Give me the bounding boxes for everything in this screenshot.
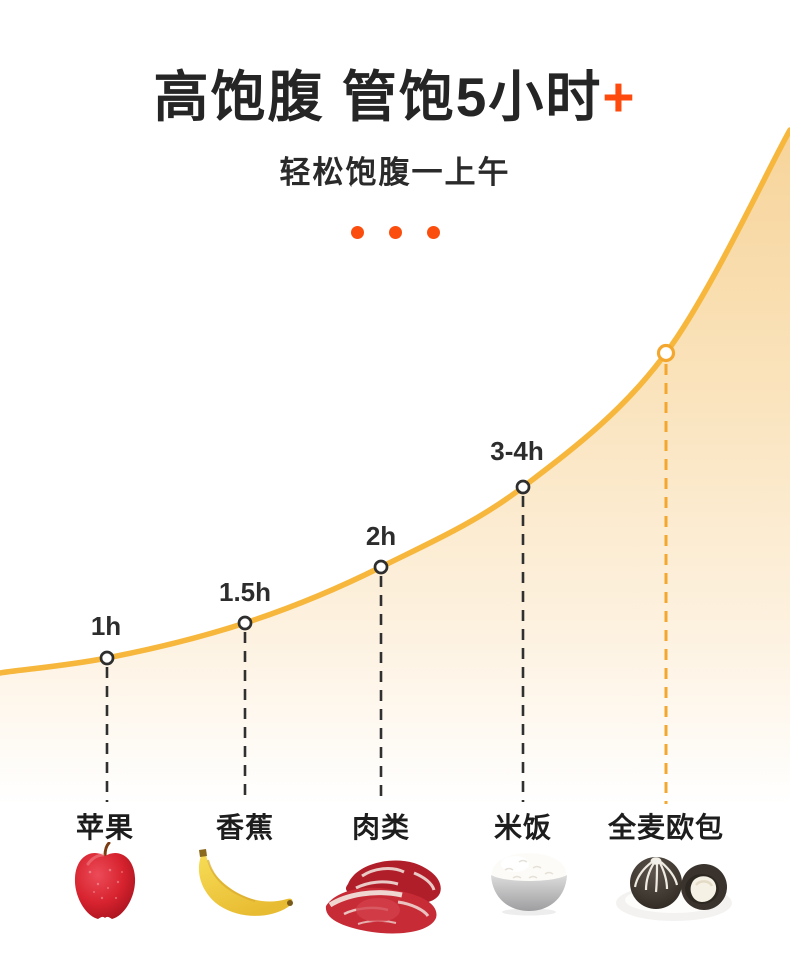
rice-bowl-shadow [502, 908, 556, 916]
duration-label: 1.5h [218, 577, 272, 607]
point-marker [515, 479, 531, 495]
decor-dot-icon [388, 226, 402, 239]
decor-dots [0, 226, 790, 239]
food-label: 苹果 [75, 812, 135, 843]
point-marker [373, 559, 389, 575]
apple-image [74, 842, 136, 919]
decor-dot-icon [426, 226, 440, 239]
page-subtitle: 轻松饱腹一上午 [279, 155, 511, 190]
title-text: 高饱腹 管饱5小时 [153, 66, 603, 128]
raw-meat-image [325, 860, 441, 934]
curve-line [0, 127, 790, 676]
curve-area-fill [0, 130, 790, 976]
food-label: 全麦欧包 [607, 812, 725, 843]
duration-label: 2h [365, 521, 397, 551]
apple-stem [103, 842, 111, 858]
rice-bowl [491, 875, 567, 911]
point-marker-highlight [656, 343, 676, 363]
duration-label: 3-4h [490, 436, 544, 466]
title-plus: + [602, 66, 637, 128]
rice-bowl-image [491, 853, 567, 916]
food-label: 米饭 [493, 812, 553, 843]
page-title: 高饱腹 管饱5小时+ [0, 64, 790, 130]
decor-dot-icon [350, 226, 364, 239]
point-marker [99, 650, 115, 666]
point-marker [237, 615, 253, 631]
banana-stem [199, 849, 207, 857]
banana-tip [287, 900, 293, 906]
rice-texture [504, 859, 554, 879]
apple-speckles [88, 868, 123, 900]
apple-body [74, 852, 136, 919]
food-label: 肉类 [351, 812, 411, 843]
meat-marbling [355, 867, 436, 891]
dashed-connectors [105, 364, 668, 804]
dark-bun-plate-image [616, 857, 732, 921]
banana-image [198, 849, 293, 916]
banana-body [198, 850, 293, 916]
bun-ridges [633, 861, 679, 893]
food-label: 香蕉 [215, 812, 275, 843]
point-markers [99, 343, 676, 666]
duration-label: 1h [90, 611, 122, 641]
